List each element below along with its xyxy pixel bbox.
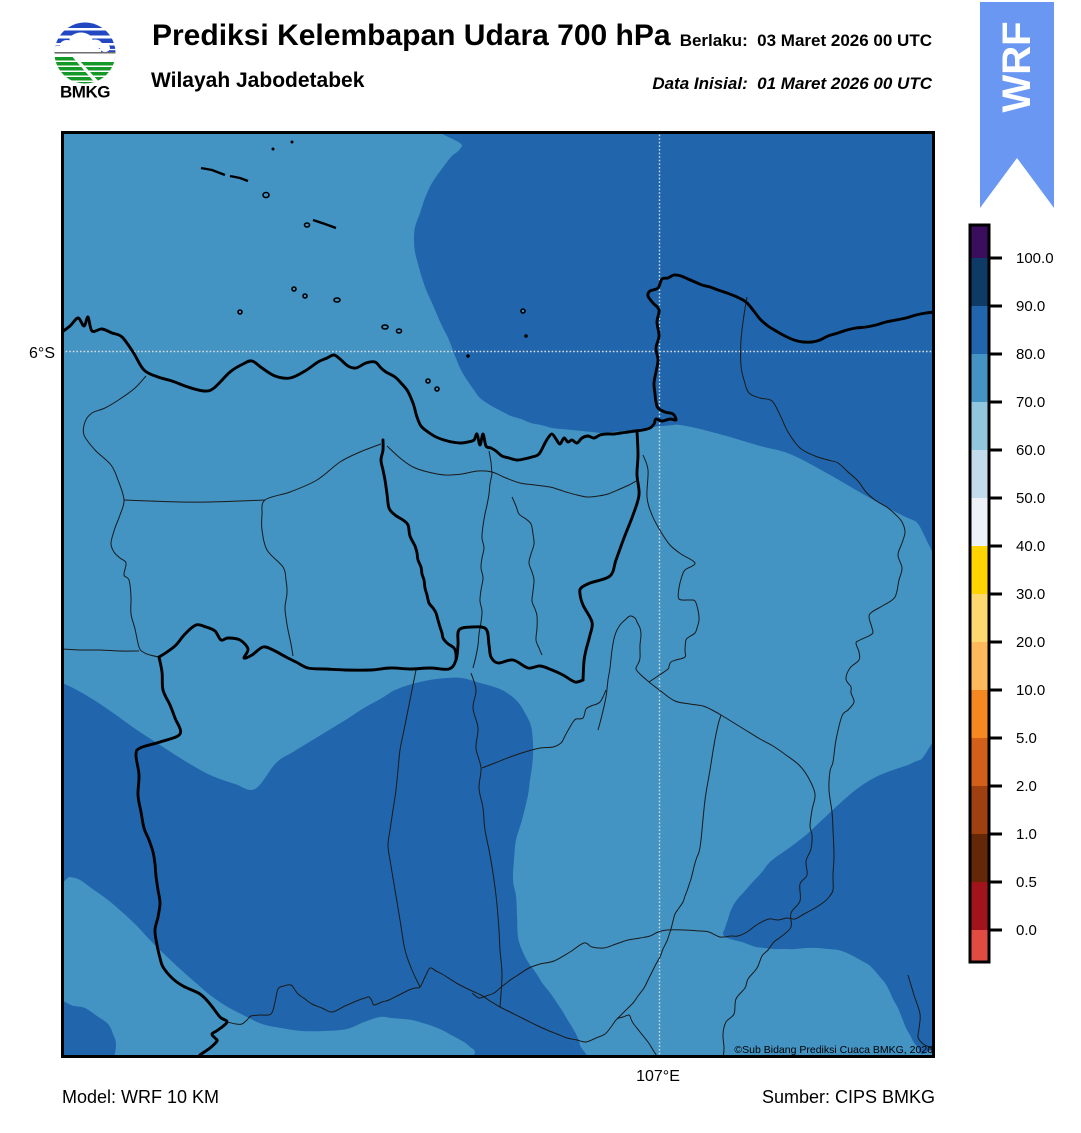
svg-text:30.0: 30.0 xyxy=(1016,586,1045,603)
svg-text:Berlaku: 03 Maret 2026 00 UTC: Berlaku: 03 Maret 2026 00 UTC xyxy=(680,31,932,50)
svg-text:Model: WRF 10 KM: Model: WRF 10 KM xyxy=(62,1087,219,1107)
svg-text:107°E: 107°E xyxy=(636,1068,680,1085)
svg-text:5.0: 5.0 xyxy=(1016,730,1037,747)
svg-text:10.0: 10.0 xyxy=(1016,682,1045,699)
svg-text:80.0: 80.0 xyxy=(1016,346,1045,363)
svg-text:50.0: 50.0 xyxy=(1016,490,1045,507)
svg-text:60.0: 60.0 xyxy=(1016,442,1045,459)
svg-text:Sumber: CIPS BMKG: Sumber: CIPS BMKG xyxy=(762,1087,935,1107)
svg-text:70.0: 70.0 xyxy=(1016,394,1045,411)
svg-text:Data Inisial: 01 Maret 2026 0: Data Inisial: 01 Maret 2026 00 UTC xyxy=(652,74,932,93)
svg-text:WRF: WRF xyxy=(995,21,1039,112)
svg-text:0.0: 0.0 xyxy=(1016,922,1037,939)
svg-text:BMKG: BMKG xyxy=(60,83,110,102)
svg-text:1.0: 1.0 xyxy=(1016,826,1037,843)
svg-text:40.0: 40.0 xyxy=(1016,538,1045,555)
svg-text:2.0: 2.0 xyxy=(1016,778,1037,795)
svg-text:Wilayah Jabodetabek: Wilayah Jabodetabek xyxy=(151,69,365,92)
svg-text:6°S: 6°S xyxy=(29,345,55,362)
svg-text:90.0: 90.0 xyxy=(1016,298,1045,315)
svg-text:Prediksi Kelembapan Udara 700: Prediksi Kelembapan Udara 700 hPa xyxy=(152,19,671,52)
svg-text:0.5: 0.5 xyxy=(1016,874,1037,891)
svg-text:20.0: 20.0 xyxy=(1016,634,1045,651)
svg-text:©Sub Bidang Prediksi Cuaca BMK: ©Sub Bidang Prediksi Cuaca BMKG, 2026 xyxy=(734,1044,933,1056)
svg-text:100.0: 100.0 xyxy=(1016,250,1054,267)
